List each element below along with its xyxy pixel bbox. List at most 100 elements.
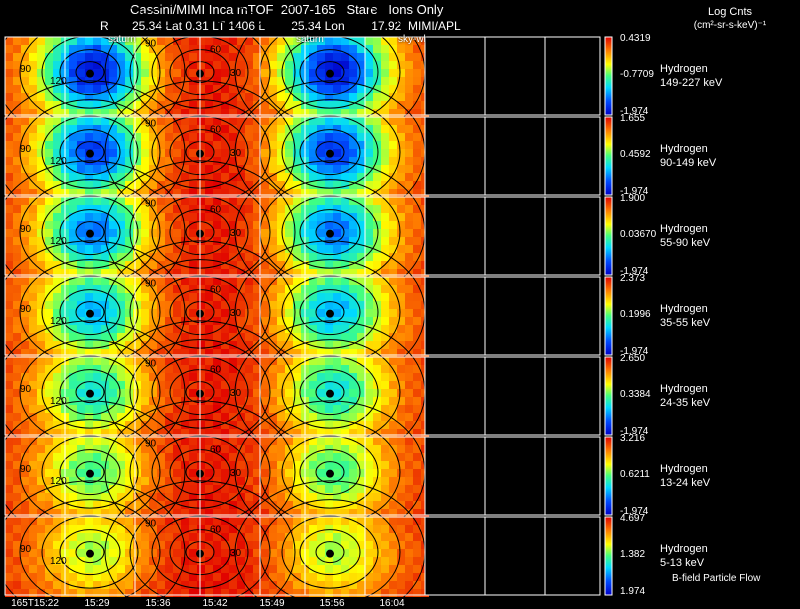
heatmap-cell <box>157 533 165 541</box>
heatmap-cell <box>117 325 125 333</box>
heatmap-cell <box>37 93 45 101</box>
heatmap-cell <box>389 517 397 525</box>
heatmap-cell <box>29 149 37 157</box>
heatmap-cell <box>77 309 85 317</box>
heatmap-cell <box>413 237 421 245</box>
heatmap-cell <box>133 413 141 421</box>
heatmap-cell <box>21 525 29 533</box>
heatmap-cell <box>229 117 237 125</box>
overlay-label: saturn <box>108 34 136 45</box>
heatmap-cell <box>69 45 77 53</box>
heatmap-cell <box>109 205 117 213</box>
heatmap-cell <box>5 85 13 93</box>
heatmap-cell <box>189 53 197 61</box>
heatmap-cell <box>285 101 293 109</box>
heatmap-cell <box>325 589 333 597</box>
heatmap-cell <box>205 69 213 77</box>
heatmap-cell <box>333 37 341 45</box>
heatmap-cell <box>13 157 21 165</box>
heatmap-cell <box>189 365 197 373</box>
heatmap-cell <box>381 53 389 61</box>
heatmap-cell <box>149 325 157 333</box>
heatmap-cell <box>181 269 189 277</box>
heatmap-cell <box>125 469 133 477</box>
heatmap-cell <box>45 501 53 509</box>
heatmap-cell <box>349 301 357 309</box>
heatmap-cell <box>157 373 165 381</box>
heatmap-cell <box>389 349 397 357</box>
heatmap-cell <box>5 389 13 397</box>
heatmap-cell <box>365 237 373 245</box>
heatmap-cell <box>21 557 29 565</box>
contour-line <box>281 35 379 109</box>
contour-line <box>75 381 105 404</box>
heatmap-cell <box>413 469 421 477</box>
heatmap-cell <box>125 509 133 517</box>
heatmap-cell <box>397 493 405 501</box>
heatmap-cell <box>37 205 45 213</box>
heatmap-cell <box>285 45 293 53</box>
heatmap-cell <box>221 101 229 109</box>
heatmap-cell <box>341 493 349 501</box>
heatmap-cell <box>221 525 229 533</box>
heatmap-cell <box>173 165 181 173</box>
heatmap-cell <box>245 93 253 101</box>
heatmap-cell <box>77 93 85 101</box>
heatmap-cell <box>341 181 349 189</box>
heatmap-cell <box>405 93 413 101</box>
heatmap-cell <box>77 165 85 173</box>
heatmap-cell <box>117 53 125 61</box>
heatmap-cell <box>69 173 77 181</box>
heatmap-cell <box>189 445 197 453</box>
heatmap-cell <box>181 453 189 461</box>
heatmap-cell <box>413 565 421 573</box>
heatmap-cell <box>205 429 213 437</box>
heatmap-cell <box>13 549 21 557</box>
heatmap-cell <box>365 565 373 573</box>
heatmap-cell <box>333 437 341 445</box>
heatmap-cell <box>213 229 221 237</box>
heatmap-cell <box>37 165 45 173</box>
heatmap-cell <box>261 557 269 565</box>
heatmap-cell <box>261 341 269 349</box>
heatmap-cell <box>157 37 165 45</box>
heatmap-cell <box>133 493 141 501</box>
heatmap-cell <box>333 245 341 253</box>
heatmap-cell <box>405 381 413 389</box>
heatmap-cell <box>237 69 245 77</box>
heatmap-cell <box>213 421 221 429</box>
heatmap-cell <box>157 405 165 413</box>
heatmap-cell <box>245 549 253 557</box>
heatmap-cell <box>269 77 277 85</box>
heatmap-cell <box>261 453 269 461</box>
heatmap-cell <box>45 237 53 245</box>
colorbar <box>605 437 612 515</box>
heatmap-cell <box>197 117 205 125</box>
heatmap-cell <box>237 77 245 85</box>
heatmap-cell <box>277 157 285 165</box>
heatmap-cell <box>237 117 245 125</box>
heatmap-cell <box>333 309 341 317</box>
heatmap-cell <box>101 117 109 125</box>
heatmap-cell <box>349 477 357 485</box>
heatmap-cell <box>405 341 413 349</box>
heatmap-cell <box>181 237 189 245</box>
heatmap-cell <box>213 293 221 301</box>
heatmap-cell <box>29 269 37 277</box>
heatmap-cell <box>77 133 85 141</box>
heatmap-cell <box>413 493 421 501</box>
heatmap-cell <box>285 125 293 133</box>
colorbar-min-value: -1.974 <box>620 346 649 357</box>
heatmap-cell <box>165 285 173 293</box>
heatmap-cell <box>293 37 301 45</box>
heatmap-cell <box>333 413 341 421</box>
heatmap-cell <box>349 381 357 389</box>
energy-row-label: Hydrogen 13-24 keV <box>660 462 710 490</box>
contour-line <box>281 195 379 269</box>
heatmap-cell <box>101 181 109 189</box>
heatmap-cell <box>245 501 253 509</box>
heatmap-cell <box>125 549 133 557</box>
heatmap-cell <box>381 269 389 277</box>
heatmap-cell <box>181 101 189 109</box>
heatmap-cell <box>309 213 317 221</box>
